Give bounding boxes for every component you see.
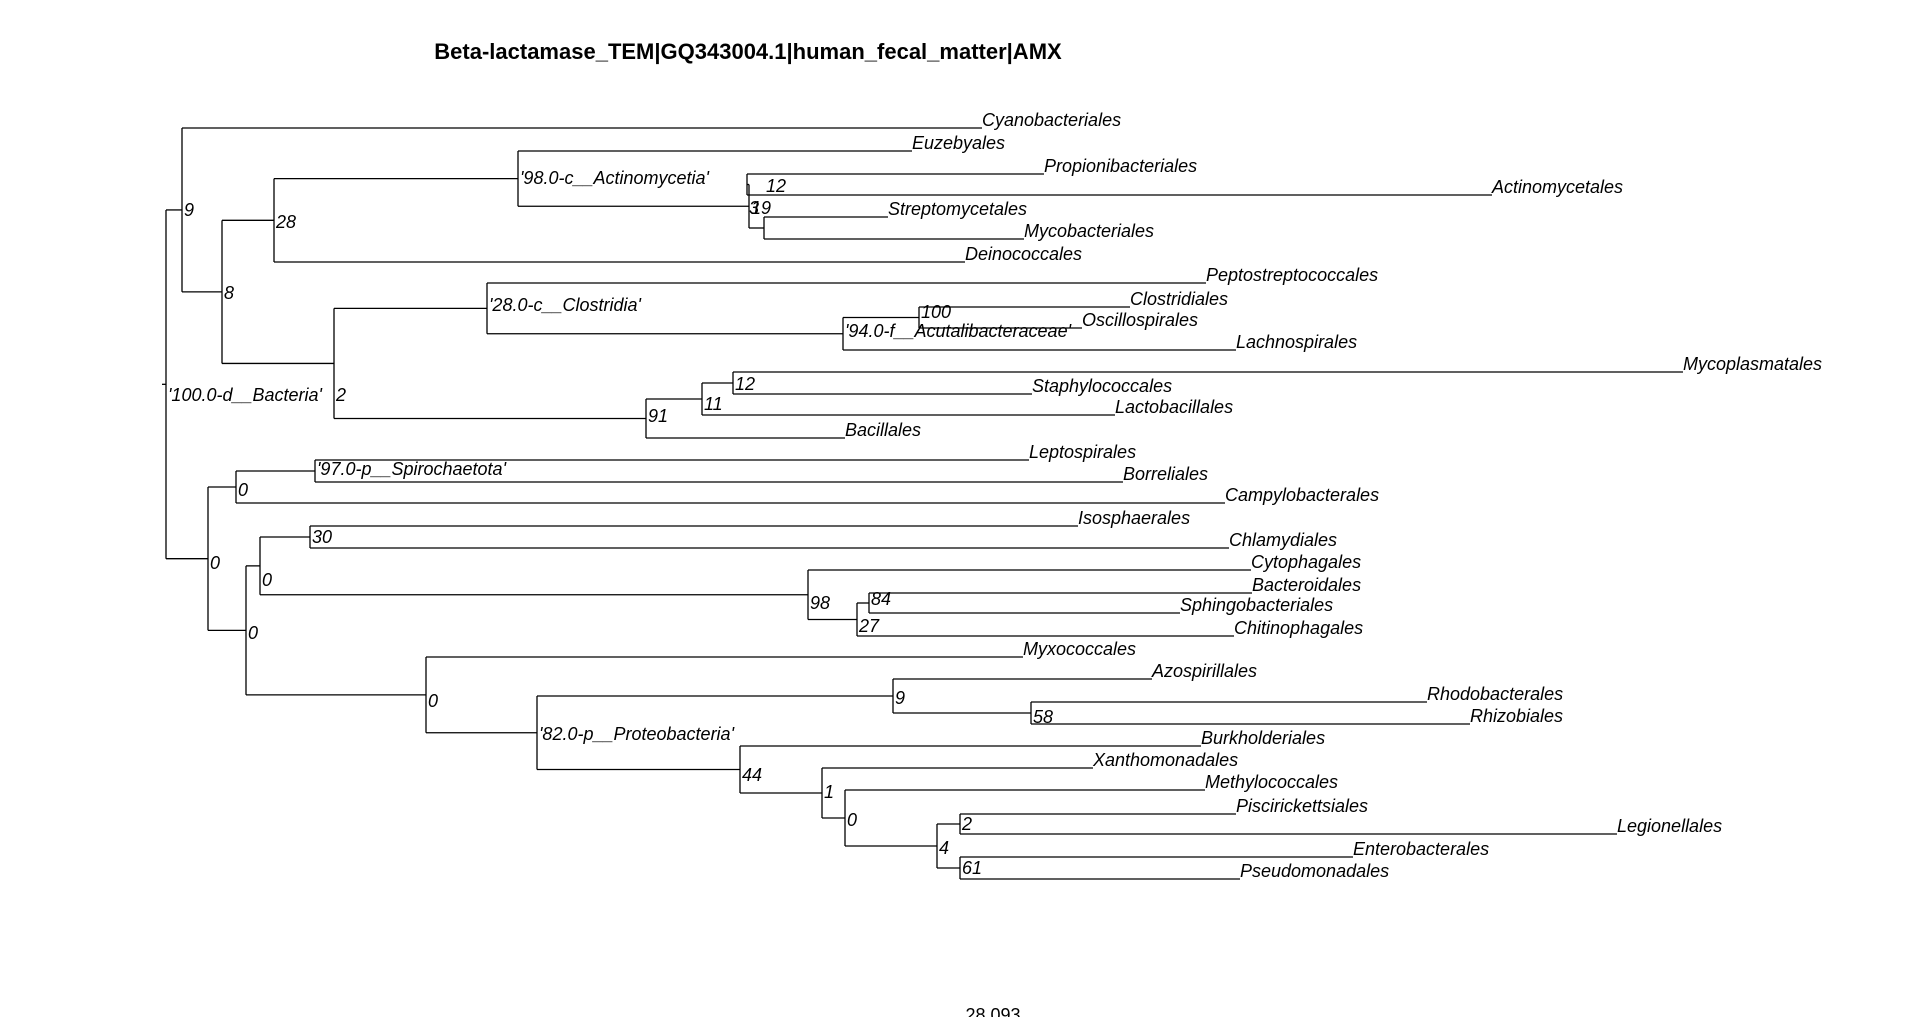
node-label: 28: [275, 212, 296, 232]
node-label: 9: [184, 200, 194, 220]
tree-title: Beta-lactamase_TEM|GQ343004.1|human_feca…: [434, 39, 1062, 64]
tip-label: Cytophagales: [1251, 552, 1361, 572]
tip-label: Cyanobacteriales: [982, 110, 1121, 130]
node-label: 2: [961, 814, 972, 834]
node-label: 12: [735, 374, 755, 394]
node-label: 0: [238, 480, 248, 500]
node-label: 44: [742, 765, 762, 785]
tip-label: Sphingobacteriales: [1180, 595, 1333, 615]
node-label: 19: [751, 198, 771, 218]
tip-label: Lachnospirales: [1236, 332, 1357, 352]
node-label: '94.0-f__Acutalibacteraceae': [845, 321, 1072, 341]
tip-label: Propionibacteriales: [1044, 156, 1197, 176]
node-label: 61: [962, 858, 982, 878]
node-labels: 9'98.0-c__Actinomycetia'31912288'28.0-c_…: [168, 168, 1072, 878]
tip-label: Azospirillales: [1151, 661, 1257, 681]
tip-label: Oscillospirales: [1082, 310, 1198, 330]
tip-label: Legionellales: [1617, 816, 1722, 836]
node-label: 0: [428, 691, 438, 711]
tip-label: Rhodobacterales: [1427, 684, 1563, 704]
node-label: 27: [858, 616, 880, 636]
tip-label: Pseudomonadales: [1240, 861, 1389, 881]
tip-label: Clostridiales: [1130, 289, 1228, 309]
node-label: 3: [749, 198, 759, 218]
node-label: 2: [335, 385, 346, 405]
node-label: '97.0-p__Spirochaetota': [317, 459, 507, 479]
node-label: '100.0-d__Bacteria': [168, 385, 323, 405]
tip-label: Streptomycetales: [888, 199, 1027, 219]
tip-label: Xanthomonadales: [1092, 750, 1238, 770]
tip-label: Euzebyales: [912, 133, 1005, 153]
tip-label: Myxococcales: [1023, 639, 1136, 659]
node-label: 98: [810, 593, 830, 613]
node-label: 12: [766, 176, 786, 196]
node-label: 11: [704, 394, 723, 414]
tip-label: Peptostreptococcales: [1206, 265, 1378, 285]
node-label: 0: [210, 553, 220, 573]
node-label: '28.0-c__Clostridia': [489, 295, 642, 315]
node-label: '82.0-p__Proteobacteria': [539, 724, 735, 744]
tip-label: Deinococcales: [965, 244, 1082, 264]
tip-label: Leptospirales: [1029, 442, 1136, 462]
tip-label: Bacillales: [845, 420, 921, 440]
tip-label: Actinomycetales: [1491, 177, 1623, 197]
tip-label: Mycobacteriales: [1024, 221, 1154, 241]
tip-label: Lactobacillales: [1115, 397, 1233, 417]
node-label: 0: [248, 623, 258, 643]
node-label: 84: [871, 589, 891, 609]
node-label: 100: [921, 302, 951, 322]
node-label: 58: [1033, 707, 1053, 727]
tip-labels: Cyanobacteriales Euzebyales Propionibacter…: [845, 110, 1822, 881]
tip-label: Rhizobiales: [1470, 706, 1563, 726]
tree-branches: [162, 127, 1683, 880]
node-label: 0: [847, 810, 857, 830]
node-label: 30: [312, 527, 332, 547]
node-label: 4: [939, 838, 949, 858]
node-label: 9: [895, 688, 905, 708]
tip-label: Mycoplasmatales: [1683, 354, 1822, 374]
tip-label: Chlamydiales: [1229, 530, 1337, 550]
node-label: 0: [262, 570, 272, 590]
tip-label: Bacteroidales: [1252, 575, 1361, 595]
node-label: '98.0-c__Actinomycetia': [520, 168, 710, 188]
tip-label: Isosphaerales: [1078, 508, 1190, 528]
tip-label: Burkholderiales: [1201, 728, 1325, 748]
tip-label: Staphylococcales: [1032, 376, 1172, 396]
tip-label: Enterobacterales: [1353, 839, 1489, 859]
scale-label: 28.093: [965, 1005, 1020, 1017]
node-label: 1: [824, 782, 834, 802]
node-label: 8: [224, 283, 234, 303]
tip-label: Borreliales: [1123, 464, 1208, 484]
tip-label: Campylobacterales: [1225, 485, 1379, 505]
tip-label: Piscirickettsiales: [1236, 796, 1368, 816]
tip-label: Methylococcales: [1205, 772, 1338, 792]
tip-label: Chitinophagales: [1234, 618, 1363, 638]
node-label: 91: [648, 406, 668, 426]
